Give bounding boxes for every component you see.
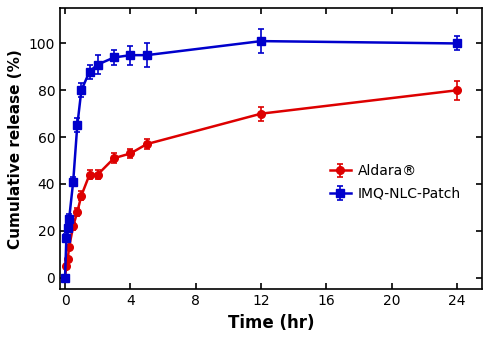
Y-axis label: Cumulative release (%): Cumulative release (%) bbox=[8, 49, 24, 249]
Legend: Aldara®, IMQ-NLC-Patch: Aldara®, IMQ-NLC-Patch bbox=[324, 159, 466, 206]
X-axis label: Time (hr): Time (hr) bbox=[228, 314, 314, 332]
